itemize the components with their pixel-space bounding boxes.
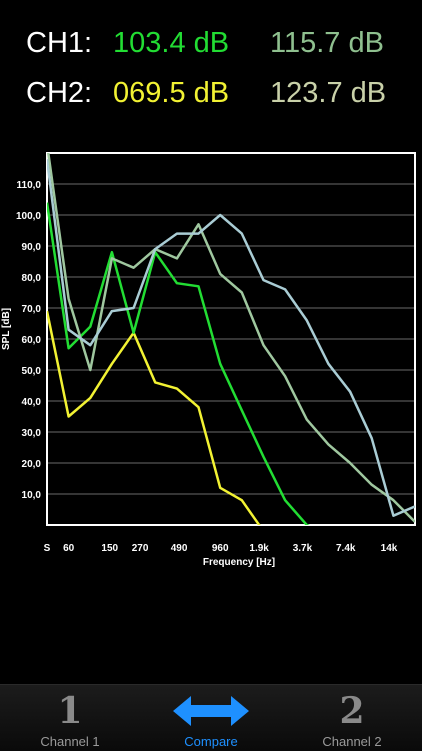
x-tick-label: 490 (171, 543, 188, 554)
y-axis-label: SPL [dB] (1, 308, 12, 350)
x-tick-label: 3.7k (293, 543, 313, 554)
tab-channel-1-label: Channel 1 (40, 734, 100, 749)
ch1-current-level: 103.4 dB (113, 27, 230, 59)
x-tick-label: 960 (212, 543, 229, 554)
y-tick-label: 60,0 (22, 335, 42, 346)
y-tick-label: 40,0 (22, 397, 42, 408)
y-tick-label: 10,0 (22, 490, 42, 501)
y-tick-label: 110,0 (17, 180, 42, 191)
tab-compare-label: Compare (184, 734, 238, 749)
digit-one-icon: 1 (57, 690, 83, 732)
ch2-peak-level: 123.7 dB (270, 77, 387, 109)
series-line-1 (47, 310, 261, 525)
series-line-3 (47, 153, 415, 523)
x-tick-label: S (44, 543, 51, 554)
x-tick-label: 60 (63, 543, 75, 554)
plot-frame (46, 152, 416, 526)
x-tick-label: 14k (381, 543, 398, 554)
spectrum-chart: 110,0 100,0 90,0 80,0 70,0 60,0 50,0 40,0 30,0 20… (1, 152, 416, 568)
tab-channel-2-label: Channel 2 (322, 734, 382, 749)
tab-bar: 1 Channel 1 Compare 2 Channel 2 (0, 684, 422, 751)
y-tick-label: 30,0 (22, 428, 42, 439)
digit-two-icon: 2 (339, 690, 365, 732)
y-tick-label: 80,0 (22, 273, 42, 284)
x-tick-label: 150 (101, 543, 118, 554)
x-tick-label: 270 (132, 543, 149, 554)
y-tick-label: 50,0 (22, 366, 42, 377)
ch1-peak-level: 115.7 dB (270, 27, 384, 59)
ch2-label: CH2: (26, 77, 93, 109)
ch1-label: CH1: (26, 27, 93, 59)
tab-channel-1[interactable]: 1 Channel 1 (0, 685, 140, 751)
x-tick-label: 1.9k (249, 543, 269, 554)
series-line-4 (47, 159, 415, 517)
tab-compare[interactable]: Compare (141, 685, 281, 751)
series-line-2 (47, 202, 310, 525)
x-tick-label: 7.4k (336, 543, 356, 554)
y-tick-label: 70,0 (22, 304, 42, 315)
y-tick-label: 20,0 (22, 459, 42, 470)
double-arrow-icon (141, 691, 281, 731)
y-tick-label: 90,0 (22, 242, 42, 253)
level-readouts: CH1: 103.4 dB 115.7 dB CH2: 069.5 dB 123… (0, 0, 422, 130)
x-axis-label: Frequency [Hz] (203, 557, 275, 568)
tab-channel-2[interactable]: 2 Channel 2 (282, 685, 422, 751)
ch2-current-level: 069.5 dB (113, 77, 230, 109)
y-tick-label: 100,0 (16, 211, 41, 222)
